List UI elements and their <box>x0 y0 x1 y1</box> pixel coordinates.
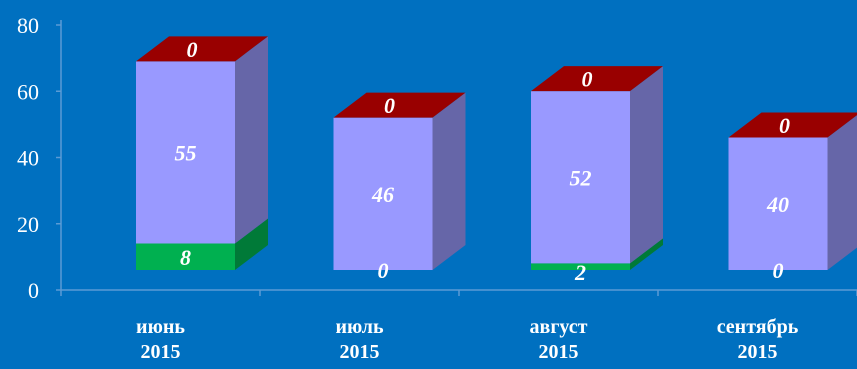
data-label: 0 <box>384 93 395 118</box>
bar-side-face <box>433 93 466 270</box>
data-label: 2 <box>574 260 586 285</box>
data-label: 0 <box>378 258 389 283</box>
x-category-label: 2015 <box>738 341 778 363</box>
x-category-label: июль <box>335 316 384 338</box>
data-label: 0 <box>773 258 784 283</box>
data-label: 0 <box>582 67 593 92</box>
bar-side-face <box>828 113 857 271</box>
data-label: 0 <box>187 37 198 62</box>
y-tick-label: 80 <box>17 13 39 38</box>
x-category-label: 2015 <box>340 341 380 363</box>
bar-side-face <box>235 36 268 243</box>
bar-side-face <box>630 66 663 263</box>
data-label: 8 <box>180 245 191 270</box>
data-label: 46 <box>371 182 394 207</box>
bars <box>136 36 857 270</box>
data-label: 0 <box>779 113 790 138</box>
data-label: 52 <box>570 165 592 190</box>
x-category-label: июнь <box>136 316 185 338</box>
data-label: 55 <box>175 140 197 165</box>
y-tick-label: 60 <box>17 79 39 104</box>
y-tick-label: 20 <box>17 212 39 237</box>
x-category-label: 2015 <box>539 341 579 363</box>
y-tick-label: 0 <box>28 278 39 303</box>
x-category-label: сентябрь <box>717 316 799 338</box>
x-category-label: август <box>530 316 588 338</box>
x-category-label: 2015 <box>141 341 181 363</box>
data-label: 40 <box>766 192 789 217</box>
y-tick-label: 40 <box>17 146 39 171</box>
